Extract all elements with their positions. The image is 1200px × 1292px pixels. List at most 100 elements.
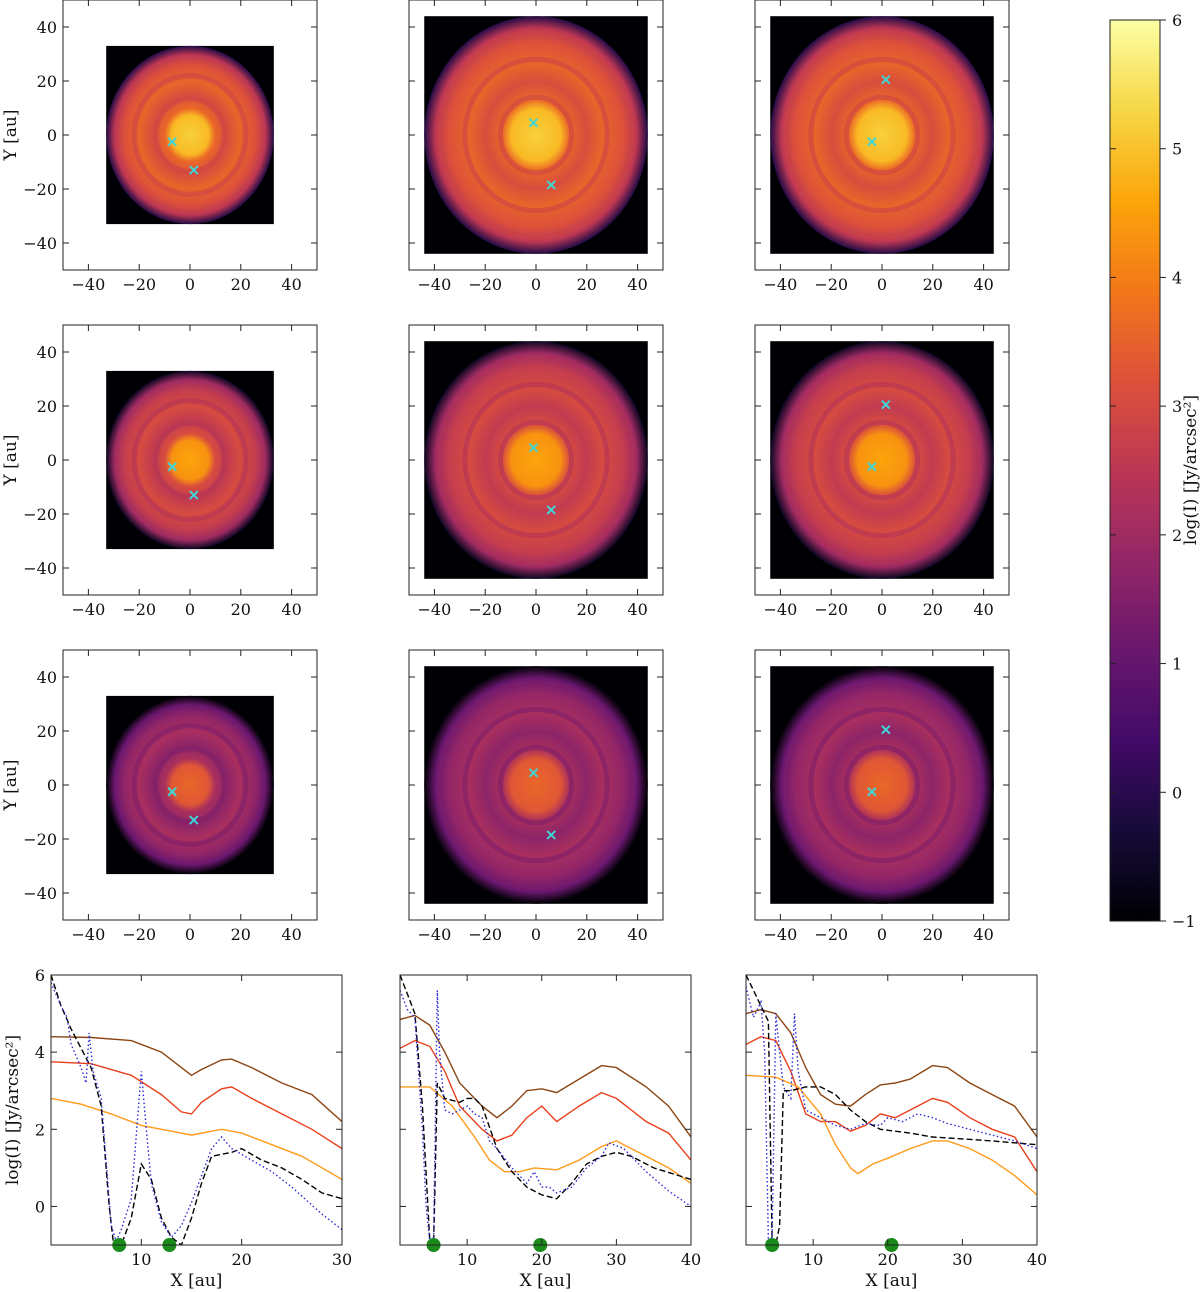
disk-gap: [808, 706, 956, 864]
series-line-blue-dotted: [400, 990, 691, 1243]
x-tick-label: 20: [577, 275, 597, 294]
disk-gap: [462, 706, 610, 864]
disk-emission: [424, 666, 648, 904]
disk-gap: [436, 29, 636, 241]
disk-gap: [497, 744, 575, 826]
colorbar-tick-label: 0: [1172, 783, 1182, 802]
planet-marker: [189, 490, 199, 500]
disk-gap: [808, 56, 956, 214]
x-tick-label: 0: [185, 600, 195, 619]
x-tick-label: 20: [878, 1250, 898, 1269]
disk-emission: [106, 370, 274, 550]
x-tick-label: 40: [627, 275, 647, 294]
x-tick-label: 20: [231, 1250, 251, 1269]
series-line-brown: [51, 1036, 342, 1123]
y-tick-label: 0: [47, 776, 57, 795]
y-tick-label: −20: [23, 830, 57, 849]
x-tick-label: 20: [577, 925, 597, 944]
colorbar-tick-label: 4: [1172, 268, 1182, 287]
y-tick-label: 40: [37, 668, 57, 687]
x-tick-label: 20: [923, 925, 943, 944]
x-tick-label: 20: [923, 275, 943, 294]
x-tick-label: −20: [814, 600, 848, 619]
x-tick-label: 0: [185, 275, 195, 294]
disk-gap: [782, 679, 982, 891]
y-tick-label: 0: [47, 126, 57, 145]
planet-marker: [167, 787, 177, 797]
disk-emission: [106, 695, 274, 875]
image-panel: −40 −20 0 20 40: [408, 324, 664, 619]
planet-marker: [881, 724, 891, 735]
image-panel: −40 −20 0 20 40: [408, 0, 664, 294]
planet-marker: [528, 768, 539, 778]
x-tick-label: 0: [877, 600, 887, 619]
disk-gap: [153, 421, 227, 499]
series-line-brown: [746, 1008, 1037, 1138]
disk-gap: [131, 398, 249, 522]
x-tick-label: −20: [468, 600, 502, 619]
image-panel: −40 −20 0 20 40: [754, 324, 1010, 619]
x-tick-label: 40: [627, 925, 647, 944]
y-tick-label: 40: [37, 343, 57, 362]
series-line-orange: [746, 1074, 1037, 1196]
colorbar-tick-label: 1: [1172, 655, 1182, 674]
disk-gap: [497, 94, 575, 176]
y-tick-label: 2: [35, 1120, 45, 1139]
image-panel: −40 −20 0 20 40: [754, 649, 1010, 944]
y-axis-label: log(I) [Jy/arcsec²]: [3, 1035, 23, 1185]
axes-frame: [745, 974, 1038, 1246]
x-tick-label: 20: [532, 1250, 552, 1269]
disk-gap: [843, 744, 921, 826]
x-tick-label: 10: [131, 1250, 151, 1269]
profile-panel: 10 20 30 40 X [au]: [745, 974, 1047, 1291]
x-tick-label: 10: [803, 1250, 823, 1269]
x-tick-label: −40: [764, 600, 798, 619]
x-tick-label: 10: [457, 1250, 477, 1269]
x-tick-label: −20: [122, 925, 156, 944]
x-axis-label: X [au]: [171, 1271, 223, 1291]
planet-marker: [546, 830, 556, 840]
disk-gap: [843, 419, 921, 501]
y-tick-label: 20: [37, 72, 57, 91]
y-tick-label: 4: [35, 1043, 45, 1062]
disk-gap: [782, 29, 982, 241]
x-tick-label: 40: [281, 275, 301, 294]
series-group: [51, 975, 342, 1245]
disk-gap: [436, 679, 636, 891]
colorbar-tick-label: 5: [1172, 140, 1182, 159]
x-tick-label: −40: [418, 600, 452, 619]
x-tick-label: 40: [681, 1250, 701, 1269]
x-tick-label: 20: [231, 600, 251, 619]
colorbar-tick-label: 6: [1172, 11, 1182, 30]
x-tick-label: −40: [418, 925, 452, 944]
planet-marker: [528, 118, 539, 128]
x-tick-label: 20: [231, 275, 251, 294]
x-tick-label: −40: [764, 925, 798, 944]
y-tick-label: −20: [23, 180, 57, 199]
x-tick-label: 40: [281, 600, 301, 619]
disk-gap: [462, 381, 610, 539]
x-tick-label: −20: [814, 275, 848, 294]
x-tick-label: 40: [973, 275, 993, 294]
planet-marker: [867, 787, 877, 797]
y-tick-label: 40: [37, 18, 57, 37]
planet-marker: [189, 165, 199, 175]
series-group: [746, 975, 1037, 1245]
series-line-red: [51, 1061, 342, 1150]
x-tick-label: −20: [122, 275, 156, 294]
x-tick-label: −20: [468, 275, 502, 294]
x-tick-label: 20: [577, 600, 597, 619]
colorbar-label: log(I) [Jy/arcsec²]: [1181, 395, 1200, 545]
x-tick-label: 20: [923, 600, 943, 619]
x-tick-label: 0: [877, 925, 887, 944]
axes-frame: [399, 974, 692, 1246]
series-group: [400, 975, 691, 1245]
x-tick-label: 40: [627, 600, 647, 619]
profile-panels: 10 20 30 0 2 4 6 X [au] log(I) [Jy/arcsec²] 10 20 3…: [3, 966, 1047, 1291]
disk-gap: [782, 354, 982, 566]
image-panel: −40 −20 0 20 40: [754, 0, 1010, 294]
planet-marker: [881, 399, 891, 410]
x-tick-label: −40: [72, 925, 106, 944]
